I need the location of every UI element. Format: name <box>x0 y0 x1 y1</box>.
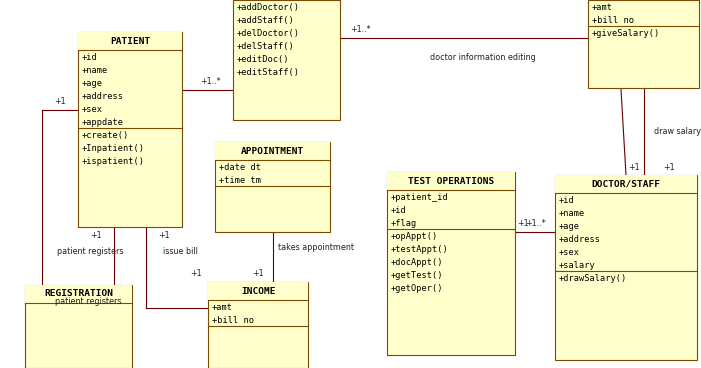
Text: PATIENT: PATIENT <box>110 36 150 46</box>
Text: +1: +1 <box>54 98 66 106</box>
Bar <box>387 172 515 355</box>
Text: doctor information editing: doctor information editing <box>430 53 536 63</box>
Bar <box>215 142 330 160</box>
Text: +salary: +salary <box>559 261 596 270</box>
Bar <box>215 142 330 232</box>
Text: +addStaff(): +addStaff() <box>237 16 294 25</box>
Text: +opAppt(): +opAppt() <box>391 231 438 241</box>
Text: +Inpatient(): +Inpatient() <box>82 144 145 153</box>
Bar <box>387 172 515 190</box>
Text: +id: +id <box>559 196 575 205</box>
Text: +address: +address <box>82 92 124 101</box>
Text: +id: +id <box>391 206 407 215</box>
Text: +appdate: +appdate <box>82 118 124 127</box>
Text: +testAppt(): +testAppt() <box>391 245 449 254</box>
Bar <box>208 282 308 368</box>
Bar <box>78 32 182 227</box>
Text: +getTest(): +getTest() <box>391 270 444 280</box>
Bar <box>588 0 699 88</box>
Text: +age: +age <box>82 79 103 88</box>
Text: +1..*: +1..* <box>524 219 545 229</box>
Text: +drawSalary(): +drawSalary() <box>559 274 627 283</box>
Text: +amt: +amt <box>212 302 233 312</box>
Text: +bill no: +bill no <box>212 316 254 325</box>
Text: +1: +1 <box>662 163 674 171</box>
Text: DOCTOR/STAFF: DOCTOR/STAFF <box>592 180 660 188</box>
Text: +giveSalary(): +giveSalary() <box>592 29 660 38</box>
Text: +1: +1 <box>158 230 170 240</box>
Text: TEST OPERATIONS: TEST OPERATIONS <box>408 177 494 185</box>
Text: +age: +age <box>559 222 580 231</box>
Text: +docAppt(): +docAppt() <box>391 258 444 267</box>
Text: REGISTRATION: REGISTRATION <box>44 290 113 298</box>
Text: issue bill: issue bill <box>163 248 198 256</box>
Text: +time tm: +time tm <box>219 176 261 185</box>
Bar <box>25 285 132 303</box>
Text: INCOME: INCOME <box>240 287 275 296</box>
Text: takes appointment: takes appointment <box>278 243 353 251</box>
Bar <box>233 0 340 120</box>
Text: +name: +name <box>559 209 585 217</box>
Text: +delDoctor(): +delDoctor() <box>237 29 300 38</box>
Bar <box>25 285 132 368</box>
Bar <box>555 175 697 193</box>
Bar <box>208 282 308 300</box>
Text: +name: +name <box>82 66 108 75</box>
Text: draw salary: draw salary <box>653 127 700 136</box>
Text: +delStaff(): +delStaff() <box>237 42 294 51</box>
Bar <box>555 175 697 360</box>
Text: +patient_id: +patient_id <box>391 193 449 202</box>
Text: +addDoctor(): +addDoctor() <box>237 3 300 12</box>
Bar <box>78 32 182 50</box>
Text: +address: +address <box>559 235 601 244</box>
Text: +amt: +amt <box>592 3 613 12</box>
Text: +1: +1 <box>517 219 529 229</box>
Text: +bill no: +bill no <box>592 16 634 25</box>
Text: +1: +1 <box>190 269 202 279</box>
Text: +1..*: +1..* <box>350 25 371 35</box>
Text: patient registers: patient registers <box>55 297 121 306</box>
Text: +1..*: +1..* <box>200 78 220 86</box>
Text: +1: +1 <box>627 163 639 171</box>
Text: patient registers: patient registers <box>57 248 123 256</box>
Text: +editStaff(): +editStaff() <box>237 68 300 77</box>
Text: APPOINTMENT: APPOINTMENT <box>241 146 304 156</box>
Text: +1: +1 <box>90 230 102 240</box>
Text: +sex: +sex <box>559 248 580 256</box>
Text: +date dt: +date dt <box>219 163 261 171</box>
Text: +editDoc(): +editDoc() <box>237 55 290 64</box>
Text: +getOper(): +getOper() <box>391 284 444 293</box>
Text: +ispatient(): +ispatient() <box>82 157 145 166</box>
Text: +sex: +sex <box>82 105 103 114</box>
Text: +1: +1 <box>252 269 264 279</box>
Text: +id: +id <box>82 53 97 62</box>
Text: +flag: +flag <box>391 219 417 228</box>
Text: +create(): +create() <box>82 131 129 139</box>
